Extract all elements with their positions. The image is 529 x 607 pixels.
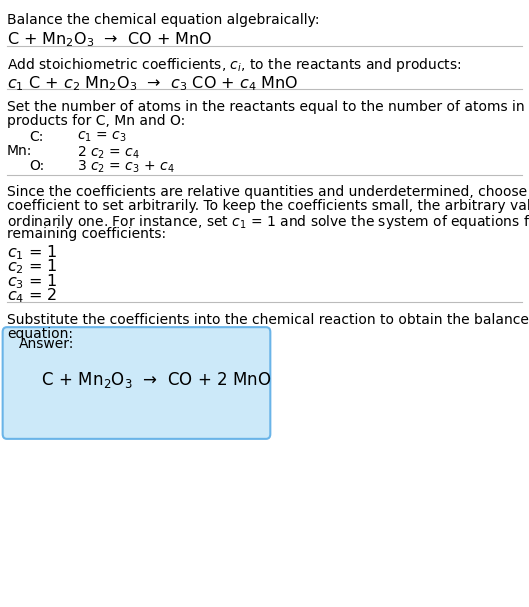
Text: Add stoichiometric coefficients, $c_i$, to the reactants and products:: Add stoichiometric coefficients, $c_i$, … — [7, 56, 461, 74]
Text: Balance the chemical equation algebraically:: Balance the chemical equation algebraica… — [7, 13, 320, 27]
FancyBboxPatch shape — [3, 327, 270, 439]
Text: $c_4$ = 2: $c_4$ = 2 — [7, 287, 57, 305]
Text: O:: O: — [29, 159, 44, 173]
Text: C + Mn$_2$O$_3$  →  CO + MnO: C + Mn$_2$O$_3$ → CO + MnO — [7, 30, 212, 49]
Text: $c_1$ = 1: $c_1$ = 1 — [7, 243, 58, 262]
Text: products for C, Mn and O:: products for C, Mn and O: — [7, 114, 185, 128]
Text: Answer:: Answer: — [19, 337, 74, 351]
Text: remaining coefficients:: remaining coefficients: — [7, 227, 166, 241]
Text: Since the coefficients are relative quantities and underdetermined, choose a: Since the coefficients are relative quan… — [7, 185, 529, 199]
Text: $c_1$ = $c_3$: $c_1$ = $c_3$ — [77, 130, 126, 144]
Text: $c_2$ = 1: $c_2$ = 1 — [7, 257, 58, 276]
Text: 3 $c_2$ = $c_3$ + $c_4$: 3 $c_2$ = $c_3$ + $c_4$ — [77, 159, 175, 175]
Text: $c_3$ = 1: $c_3$ = 1 — [7, 272, 58, 291]
Text: Mn:: Mn: — [7, 144, 32, 158]
Text: C:: C: — [29, 130, 43, 144]
Text: Set the number of atoms in the reactants equal to the number of atoms in the: Set the number of atoms in the reactants… — [7, 100, 529, 114]
Text: 2 $c_2$ = $c_4$: 2 $c_2$ = $c_4$ — [77, 144, 140, 161]
Text: C + Mn$_2$O$_3$  →  CO + 2 MnO: C + Mn$_2$O$_3$ → CO + 2 MnO — [26, 370, 272, 390]
Text: ordinarily one. For instance, set $c_1$ = 1 and solve the system of equations fo: ordinarily one. For instance, set $c_1$ … — [7, 213, 529, 231]
Text: equation:: equation: — [7, 327, 73, 341]
Text: Substitute the coefficients into the chemical reaction to obtain the balanced: Substitute the coefficients into the che… — [7, 313, 529, 327]
Text: coefficient to set arbitrarily. To keep the coefficients small, the arbitrary va: coefficient to set arbitrarily. To keep … — [7, 199, 529, 213]
Text: $c_1$ C + $c_2$ Mn$_2$O$_3$  →  $c_3$ CO + $c_4$ MnO: $c_1$ C + $c_2$ Mn$_2$O$_3$ → $c_3$ CO +… — [7, 74, 298, 93]
